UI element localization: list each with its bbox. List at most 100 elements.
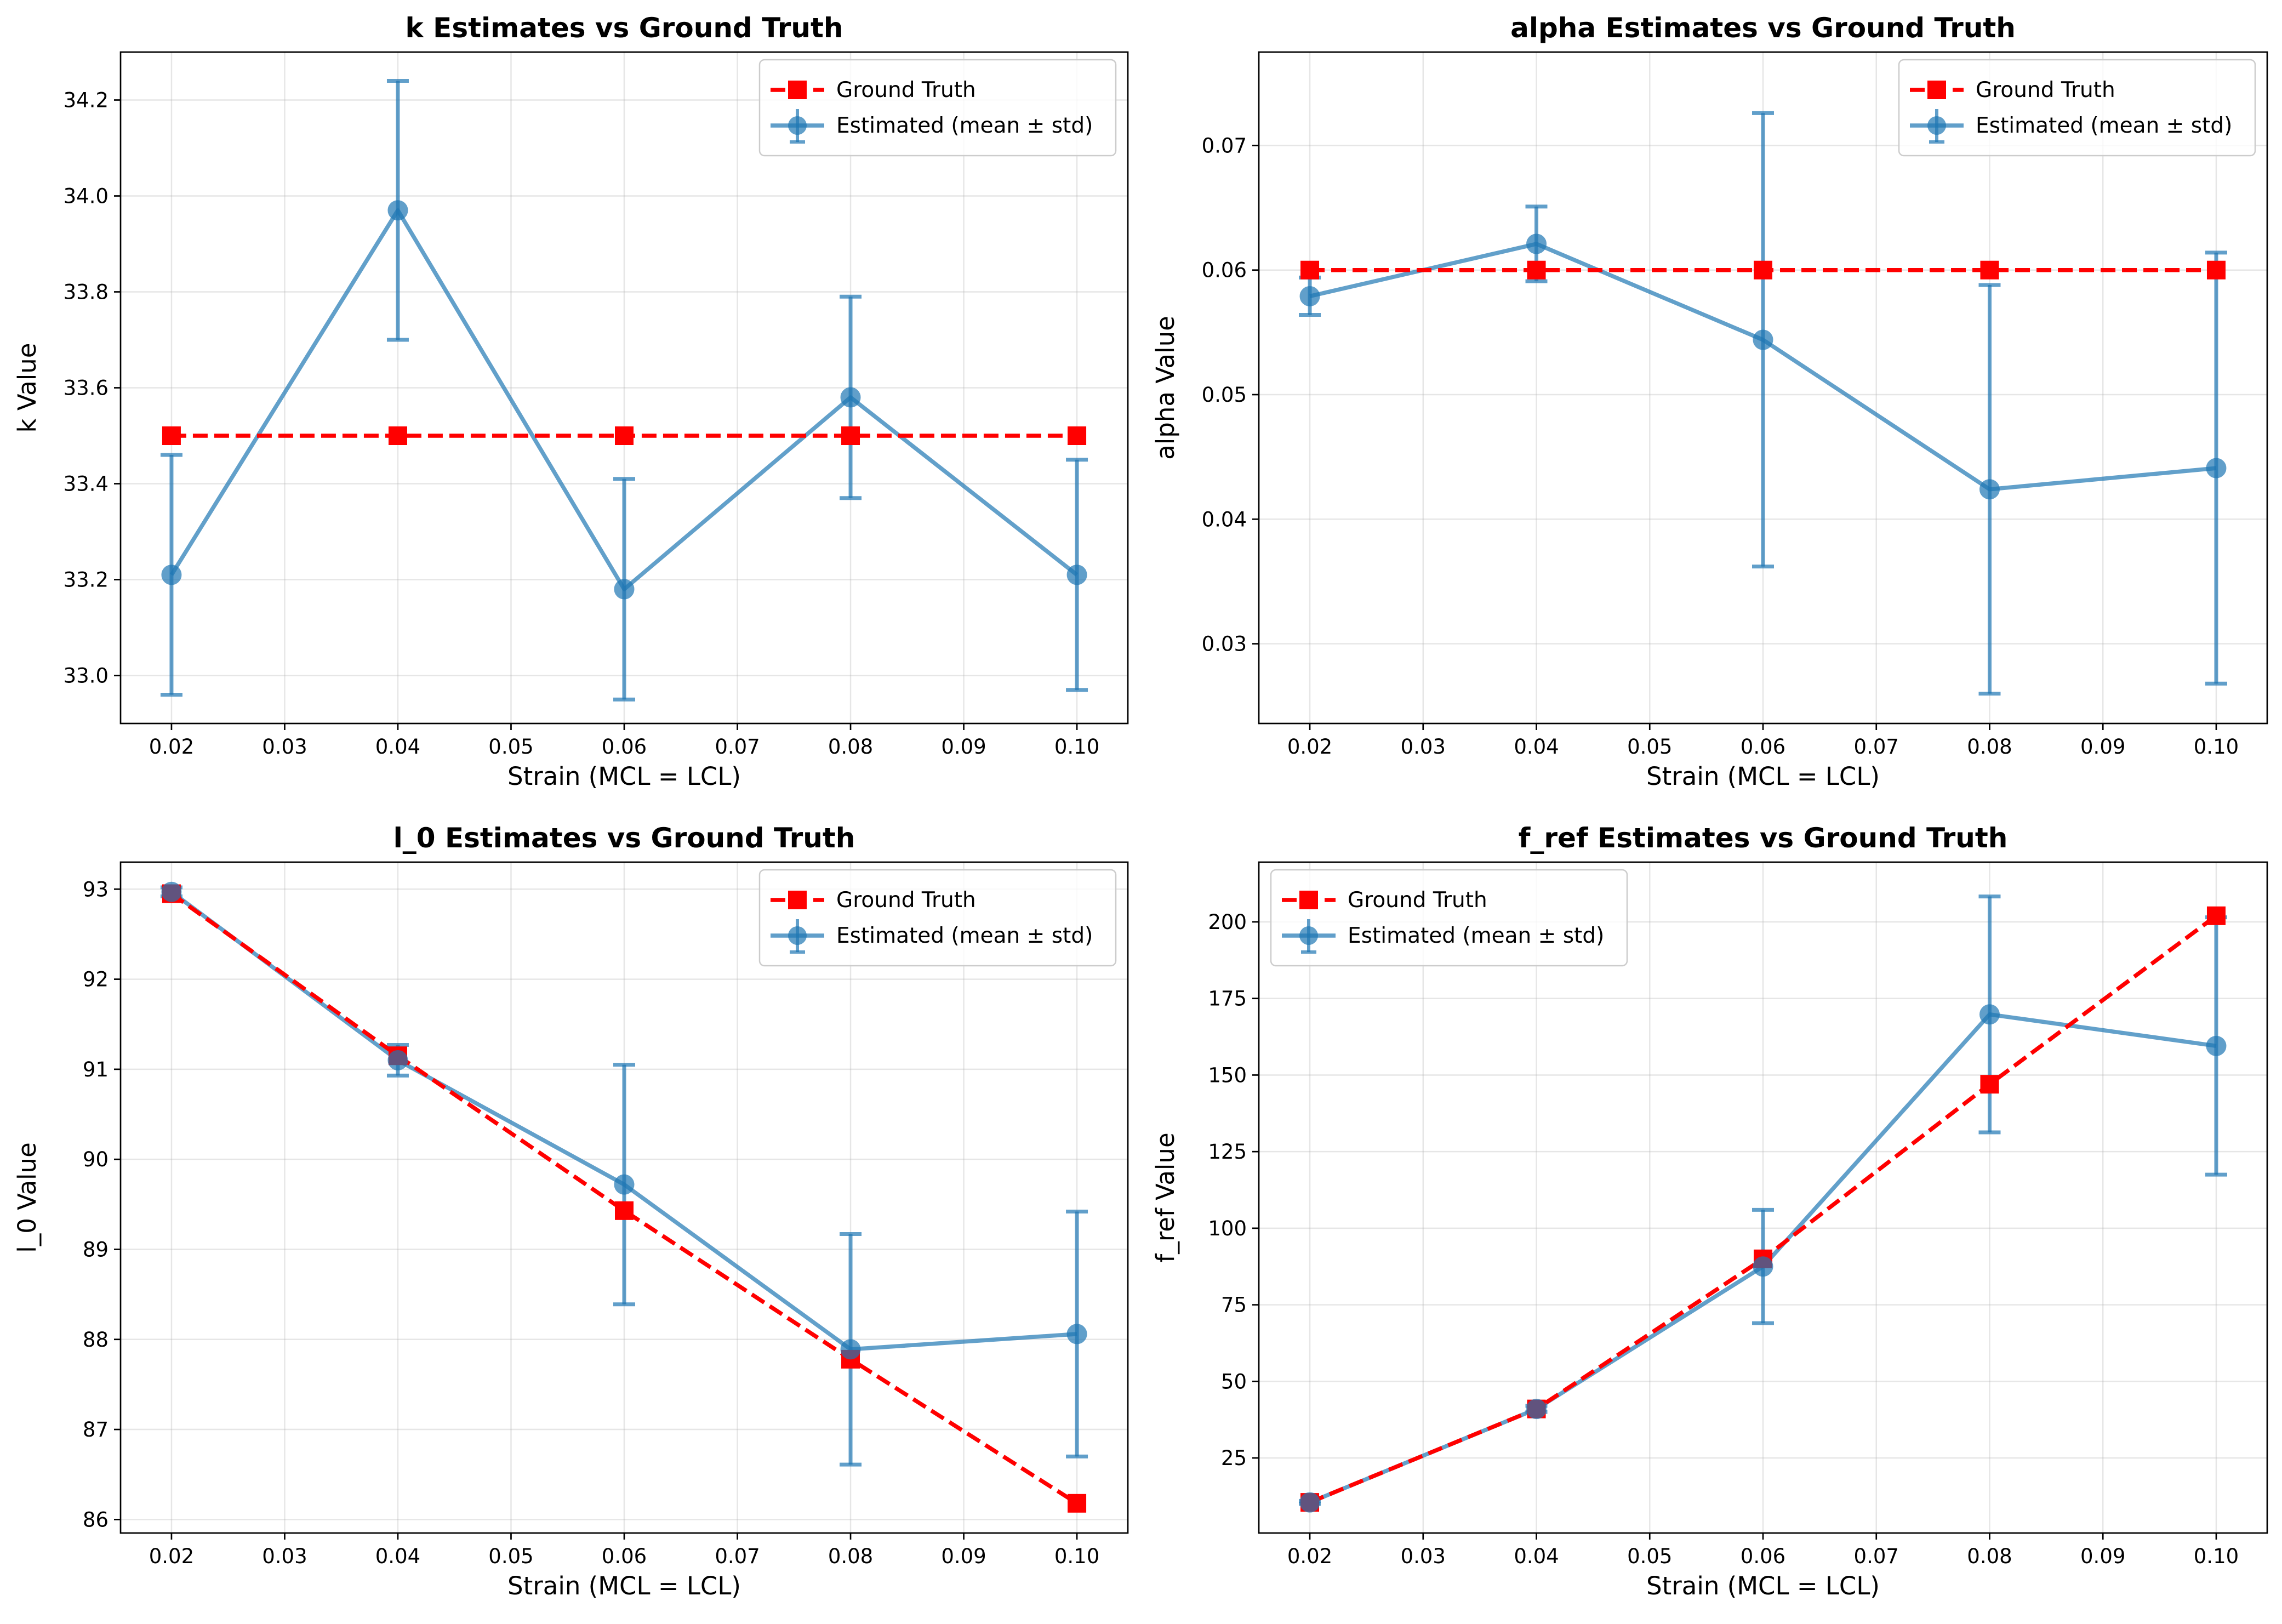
chart-panel-3: 0.02 0.03 0.04 0.05 0.06 0.07 0.08 0.09 0.10 86 87… [13, 822, 1129, 1600]
ground-truth-point [1527, 260, 1546, 280]
x-tick-label: 0.10 [2194, 1545, 2239, 1568]
y-tick-label: 0.06 [1202, 259, 1247, 282]
chart-panel-2: 0.02 0.03 0.04 0.05 0.06 0.07 0.08 0.09 0.10 0.03… [1151, 12, 2268, 791]
ground-truth-point [1068, 426, 1087, 445]
y-axis-label: l_0 Value [13, 1142, 42, 1253]
estimated-point [2206, 458, 2227, 478]
x-tick-label: 0.05 [1627, 735, 1672, 759]
y-tick-label: 33.6 [64, 377, 109, 400]
y-tick-label: 50 [1221, 1370, 1247, 1393]
y-axis-label: alpha Value [1151, 316, 1180, 460]
x-tick-label: 0.02 [1287, 1545, 1332, 1568]
ground-truth-point [615, 1201, 634, 1220]
ground-truth-point [615, 426, 634, 445]
legend-box [1270, 869, 1628, 967]
y-tick-label: 88 [83, 1328, 109, 1352]
legend: Ground Truth Estimated (mean ± std) [1898, 59, 2256, 157]
y-tick-label: 33.4 [64, 472, 109, 496]
x-tick-label: 0.10 [1054, 735, 1099, 759]
y-tick-label: 91 [83, 1058, 109, 1081]
legend-estimated-marker [788, 116, 807, 135]
y-tick-label: 90 [83, 1148, 109, 1171]
ground-truth-point [841, 426, 860, 445]
x-tick-label: 0.03 [1401, 1545, 1446, 1568]
x-tick-label: 0.03 [262, 735, 307, 759]
ground-truth-point [388, 426, 407, 445]
legend-estimated-label: Estimated (mean ± std) [836, 924, 1093, 948]
legend-ground-truth-label: Ground Truth [1976, 78, 2115, 102]
legend-ground-truth-label: Ground Truth [836, 888, 976, 913]
x-tick-label: 0.09 [2080, 1545, 2125, 1568]
y-tick-label: 34.0 [64, 185, 109, 208]
legend-estimated-label: Estimated (mean ± std) [836, 113, 1093, 138]
x-tick-label: 0.07 [1854, 1545, 1899, 1568]
grid [121, 52, 1128, 723]
legend-box [758, 59, 1117, 157]
x-tick-label: 0.09 [941, 735, 986, 759]
x-tick-label: 0.10 [1054, 1545, 1099, 1568]
estimated-point [1753, 329, 1773, 350]
ground-truth-point [1068, 1494, 1087, 1513]
x-tick-label: 0.05 [488, 1545, 533, 1568]
legend-estimated-label: Estimated (mean ± std) [1976, 113, 2232, 138]
ground-truth-series-line [170, 892, 1079, 1505]
estimated-point [1299, 1492, 1320, 1513]
y-tick-label: 75 [1221, 1293, 1247, 1317]
y-tick-label: 34.2 [64, 89, 109, 112]
estimated-point [387, 200, 408, 221]
y-tick-label: 0.04 [1202, 508, 1247, 531]
legend: Ground Truth Estimated (mean ± std) [758, 869, 1117, 967]
estimated-point [387, 1050, 408, 1070]
y-axis-label: k Value [13, 343, 42, 433]
x-tick-label: 0.07 [715, 735, 760, 759]
estimated-point [1753, 1256, 1773, 1277]
y-tick-label: 100 [1208, 1217, 1247, 1240]
x-tick-label: 0.03 [1401, 735, 1446, 759]
chart-panel-4: 0.02 0.03 0.04 0.05 0.06 0.07 0.08 0.09 0.10 25 50… [1151, 822, 2268, 1600]
y-tick-label: 150 [1208, 1063, 1247, 1087]
legend-box [758, 869, 1117, 967]
estimated-point [614, 1174, 635, 1195]
x-tick-label: 0.06 [602, 735, 647, 759]
y-tick-label: 86 [83, 1508, 109, 1531]
estimated-point [840, 387, 861, 408]
estimated-point [1066, 565, 1087, 585]
estimated-point [614, 579, 635, 600]
ground-truth-point [1980, 260, 1999, 280]
x-tick-label: 0.06 [602, 1545, 647, 1568]
legend-ground-truth-label: Ground Truth [836, 78, 976, 102]
x-axis-label: Strain (MCL = LCL) [507, 762, 741, 791]
chart-title: l_0 Estimates vs Ground Truth [393, 822, 855, 854]
ground-truth-point [162, 426, 181, 445]
legend-estimated-label: Estimated (mean ± std) [1348, 924, 1604, 948]
chart-title: k Estimates vs Ground Truth [406, 12, 843, 44]
legend: Ground Truth Estimated (mean ± std) [758, 59, 1117, 157]
x-tick-label: 0.05 [488, 735, 533, 759]
estimated-point [1066, 1324, 1087, 1344]
y-tick-label: 93 [83, 877, 109, 901]
x-tick-label: 0.09 [2080, 735, 2125, 759]
x-tick-label: 0.02 [149, 1545, 194, 1568]
y-tick-label: 125 [1208, 1140, 1247, 1164]
chart-title: alpha Estimates vs Ground Truth [1510, 12, 2016, 44]
y-tick-label: 87 [83, 1418, 109, 1441]
legend-ground-truth-label: Ground Truth [1348, 888, 1487, 913]
x-tick-label: 0.09 [941, 1545, 986, 1568]
estimated-point [840, 1339, 861, 1360]
legend-ground-truth-marker [788, 891, 807, 909]
x-tick-label: 0.08 [828, 1545, 873, 1568]
legend-estimated-marker [788, 926, 807, 945]
x-axis-label: Strain (MCL = LCL) [507, 1571, 741, 1600]
estimated-point [161, 881, 182, 902]
legend-box [1898, 59, 2256, 157]
y-axis-label: f_ref Value [1151, 1132, 1180, 1262]
estimated-point [2206, 1035, 2227, 1056]
legend-ground-truth-marker [1299, 891, 1318, 909]
y-tick-label: 33.8 [64, 281, 109, 304]
x-tick-label: 0.10 [2194, 735, 2239, 759]
legend-estimated-marker [1927, 116, 1946, 135]
x-tick-label: 0.08 [828, 735, 873, 759]
estimated-point [1526, 233, 1547, 254]
x-tick-label: 0.06 [1741, 1545, 1785, 1568]
x-tick-label: 0.04 [1514, 735, 1559, 759]
